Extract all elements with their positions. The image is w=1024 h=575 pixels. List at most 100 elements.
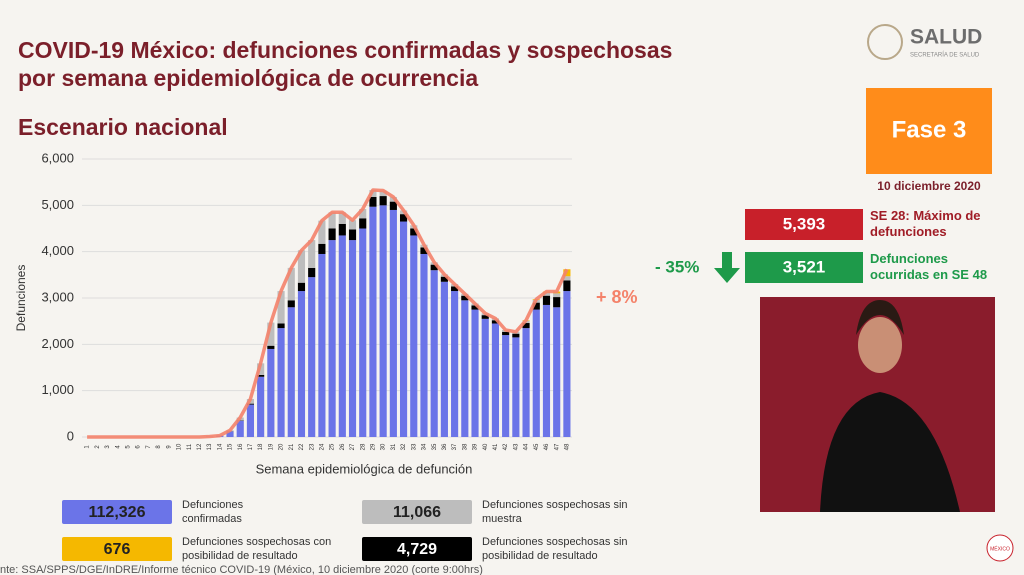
source: nte: SSA/SPPS/DGE/InDRE/Informe técnico … <box>0 564 483 575</box>
current-label: Defunciones ocurridas en SE 48 <box>870 251 988 282</box>
legend-swatch <box>362 537 472 561</box>
x-tick-label: 38 <box>462 443 468 450</box>
x-tick-label: 48 <box>564 443 570 450</box>
bar-segment <box>338 235 346 437</box>
bar-segment <box>389 209 397 437</box>
x-tick-label: 31 <box>391 443 397 450</box>
bar-segment <box>553 297 561 308</box>
legend-total: 4,729 <box>397 541 437 558</box>
legend-swatch <box>62 500 172 524</box>
bar-segment <box>359 209 367 219</box>
bar-segment <box>542 295 551 305</box>
bar-segment <box>277 291 285 324</box>
legend-label: Defunciones confirmadas <box>182 499 244 525</box>
change: - 35% <box>655 257 699 276</box>
bar-segment <box>246 403 255 405</box>
bar-segment <box>532 309 540 437</box>
x-tick-label: 18 <box>258 443 264 450</box>
current-box <box>745 252 863 283</box>
x-tick-label: 32 <box>401 443 407 450</box>
bar-segment <box>348 229 357 241</box>
legend-swatch <box>362 500 472 524</box>
x-tick-label: 16 <box>238 443 244 450</box>
date: 10 diciembre 2020 <box>877 179 981 193</box>
bar-segment <box>553 293 561 298</box>
x-tick-label: 7 <box>146 445 152 449</box>
x-tick-label: 11 <box>187 443 193 450</box>
legend-total: 676 <box>104 541 131 558</box>
bar-segment <box>451 291 459 437</box>
bar-segment <box>430 270 438 437</box>
interpreter-head <box>858 317 902 373</box>
bar-segment <box>287 267 295 301</box>
x-tick-label: 37 <box>452 443 458 450</box>
title: COVID-19 México: defunciones confirmadas… <box>18 36 672 92</box>
x-tick-label: 46 <box>544 443 550 450</box>
bar-segment <box>359 218 367 229</box>
x-tick-label: 23 <box>309 443 315 450</box>
y-axis-label: Defunciones <box>14 265 28 332</box>
title-line: por semana epidemiológica de ocurrencia <box>18 65 479 91</box>
bar-segment <box>297 282 306 292</box>
x-tick-label: 20 <box>279 443 285 450</box>
bar-segment <box>318 220 326 244</box>
y-tick-label: 6,000 <box>41 150 74 165</box>
x-tick-label: 12 <box>197 443 203 450</box>
x-tick-label: 42 <box>503 443 509 450</box>
phase: Fase 3 <box>892 116 967 143</box>
bar-segment <box>328 240 336 437</box>
bar-segment <box>297 291 306 437</box>
x-tick-label: 28 <box>360 443 366 450</box>
bar-segment <box>257 376 265 437</box>
bar-segment <box>522 328 530 437</box>
x-tick-label: 19 <box>268 443 274 450</box>
y-tick-label: 5,000 <box>41 197 74 212</box>
bar-segment <box>542 292 551 296</box>
bar-segment <box>389 201 397 210</box>
bar-segment <box>328 212 336 229</box>
x-axis-label: Semana epidemiológica de defunción <box>256 461 473 476</box>
title-line: COVID-19 México: defunciones confirmadas… <box>18 37 673 63</box>
x-tick-label: 5 <box>126 445 132 449</box>
bar-segment <box>481 315 489 319</box>
bar-segment <box>410 235 418 437</box>
bar-segment <box>267 322 275 346</box>
x-tick-label: 30 <box>381 443 387 450</box>
bar-segment <box>297 250 306 283</box>
bar-segment <box>512 333 520 338</box>
bar-segment <box>308 277 316 437</box>
bar-segment <box>379 196 387 206</box>
footer-badge: MÉXICO <box>990 545 1010 552</box>
footer-badge-circle <box>986 534 1014 562</box>
legend-total: 112,326 <box>89 504 146 521</box>
bar-segment <box>399 214 408 222</box>
bar-segment <box>553 307 561 437</box>
y-tick-label: 1,000 <box>41 382 74 397</box>
bar-segment <box>369 206 377 437</box>
bar-segment <box>451 286 459 292</box>
interpreter-hair <box>856 300 904 335</box>
bar-segment <box>328 228 336 241</box>
x-tick-label: 17 <box>248 443 254 450</box>
bar-segment <box>267 345 275 349</box>
bar-segment <box>471 305 479 310</box>
bar-segment <box>277 328 285 437</box>
bar-segment <box>287 300 295 308</box>
x-tick-label: 13 <box>207 443 213 450</box>
bar-segment <box>267 348 275 437</box>
y-tick-label: 2,000 <box>41 336 74 351</box>
x-tick-label: 44 <box>524 443 530 450</box>
bar-segment <box>542 304 551 437</box>
bar-segment <box>512 337 520 437</box>
x-tick-label: 27 <box>350 443 356 450</box>
x-tick-label: 4 <box>115 445 121 449</box>
current-value: 3,521 <box>783 257 826 276</box>
y-tick-label: 0 <box>67 428 74 443</box>
x-tick-label: 22 <box>299 443 305 450</box>
bar-segment <box>420 247 428 254</box>
bar-segment <box>532 302 540 310</box>
bar-segment <box>308 240 316 268</box>
bar-segment <box>440 276 448 282</box>
